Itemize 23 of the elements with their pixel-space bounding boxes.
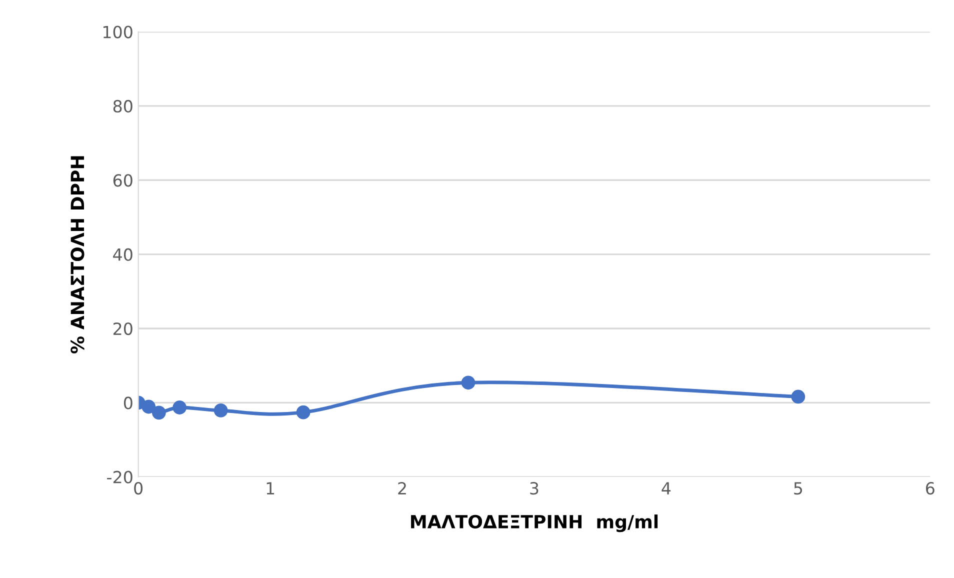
- point: [142, 400, 156, 414]
- x-tick-label: 4: [662, 482, 671, 494]
- point: [172, 400, 187, 414]
- point: [461, 376, 476, 390]
- x-tick-label: 0: [134, 482, 143, 495]
- point: [791, 390, 806, 404]
- y-tick-label: 20: [113, 322, 132, 336]
- x-tick-label: 6: [926, 482, 934, 495]
- x-tick-label: 5: [794, 482, 802, 495]
- y-tick-label: -20: [107, 470, 132, 484]
- x-tick-label: 2: [398, 482, 406, 494]
- x-axis-title: ΜΑΛΤΟΔΕΞΤΡΙΝΗ mg/ml: [411, 514, 658, 532]
- point: [214, 404, 228, 418]
- y-tick-label: 0: [124, 396, 132, 410]
- x-tick-label: 3: [530, 482, 538, 495]
- point: [296, 405, 310, 420]
- x-tick-label: 1: [266, 482, 274, 494]
- y-tick-label: 80: [113, 100, 132, 113]
- y-tick-label: 60: [113, 174, 132, 187]
- y-tick-label: 100: [103, 26, 132, 38]
- y-axis-title: % ΑΝΑΣΤΟΛΗ DPPH: [70, 156, 84, 354]
- y-tick-label: 40: [113, 248, 132, 261]
- point: [152, 406, 166, 420]
